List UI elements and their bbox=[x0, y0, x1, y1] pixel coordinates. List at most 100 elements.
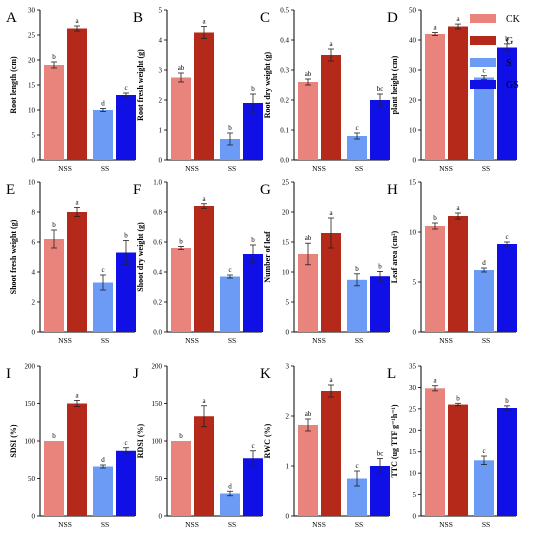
significance-letter: ab bbox=[305, 410, 312, 418]
bar-S-SS bbox=[220, 493, 240, 516]
x-category-label: SS bbox=[101, 164, 109, 173]
y-tick-label: 50 bbox=[28, 475, 36, 483]
y-tick-label: 0.0 bbox=[280, 157, 289, 165]
significance-letter: bc bbox=[377, 450, 384, 458]
panel-A: A 0 5 10 15 20 25 30 Root length (cm) NSS SS b a d c bbox=[6, 7, 136, 173]
panel-letter: A bbox=[6, 10, 17, 26]
x-category-label: NSS bbox=[58, 164, 72, 173]
significance-letter: bc bbox=[377, 85, 384, 93]
significance-letter: a bbox=[202, 195, 206, 203]
bar-GS-SS bbox=[370, 100, 390, 160]
y-tick-label: 0.5 bbox=[280, 7, 289, 15]
legend-label-CK: CK bbox=[506, 14, 521, 25]
x-category-label: NSS bbox=[312, 520, 326, 529]
y-tick-label: 5 bbox=[413, 491, 417, 499]
panel-J: J 0 50 100 150 200 RDSI (%) NSS SS b a d c bbox=[133, 363, 263, 529]
significance-letter: b bbox=[505, 35, 509, 43]
bar-G-NSS bbox=[321, 233, 341, 332]
y-tick-label: 10 bbox=[409, 229, 417, 237]
significance-letter: c bbox=[355, 124, 358, 132]
bar-CK-NSS bbox=[298, 425, 318, 516]
x-category-label: SS bbox=[355, 336, 363, 345]
significance-letter: a bbox=[329, 209, 333, 217]
bar-G-NSS bbox=[194, 416, 214, 516]
significance-letter: c bbox=[228, 266, 231, 274]
y-axis-label: Leaf area (cm²) bbox=[390, 230, 399, 283]
y-tick-label: 0 bbox=[413, 513, 417, 521]
legend-label-S: S bbox=[506, 58, 512, 69]
x-category-label: NSS bbox=[185, 164, 199, 173]
significance-letter: a bbox=[456, 15, 460, 23]
bar-S-SS bbox=[93, 466, 113, 516]
y-tick-label: 5 bbox=[32, 132, 36, 140]
significance-letter: b bbox=[378, 262, 382, 270]
significance-letter: a bbox=[202, 18, 206, 26]
significance-letter: b bbox=[124, 232, 128, 240]
bar-S-SS bbox=[347, 136, 367, 160]
panel-letter: J bbox=[133, 366, 139, 382]
significance-letter: a bbox=[202, 397, 206, 405]
y-tick-label: 4 bbox=[159, 37, 163, 45]
significance-letter: c bbox=[482, 447, 485, 455]
x-category-label: NSS bbox=[439, 520, 453, 529]
bar-GS-SS bbox=[243, 103, 263, 160]
y-tick-label: 0 bbox=[413, 329, 417, 337]
bar-G-NSS bbox=[321, 391, 341, 516]
bar-CK-NSS bbox=[298, 254, 318, 332]
panel-H: H 0 5 10 15 Leaf area (cm²) NSS SS b a d c bbox=[387, 179, 517, 345]
x-category-label: SS bbox=[228, 164, 236, 173]
y-tick-label: 50 bbox=[155, 475, 163, 483]
bar-GS-SS bbox=[370, 466, 390, 516]
y-tick-label: 0.4 bbox=[280, 37, 289, 45]
y-tick-label: 100 bbox=[152, 438, 163, 446]
y-tick-label: 8 bbox=[32, 209, 36, 217]
legend-label-GS: GS bbox=[506, 80, 519, 91]
y-tick-label: 0 bbox=[159, 513, 163, 521]
legend-swatch-CK bbox=[470, 14, 496, 23]
bar-S-SS bbox=[93, 282, 113, 332]
legend-swatch-G bbox=[470, 36, 496, 45]
y-tick-label: 3 bbox=[159, 67, 163, 75]
y-axis-label: Root dry weight (g) bbox=[263, 51, 272, 118]
bar-G-NSS bbox=[448, 26, 468, 160]
significance-letter: a bbox=[75, 199, 79, 207]
significance-letter: d bbox=[101, 456, 105, 464]
y-tick-label: 2 bbox=[159, 97, 163, 105]
y-tick-label: 1 bbox=[286, 463, 290, 471]
significance-letter: b bbox=[355, 265, 359, 273]
significance-letter: ab bbox=[305, 70, 312, 78]
panel-D: D 0 10 20 30 40 50 plant height (cm) NSS SS a a c b bbox=[387, 7, 517, 173]
significance-letter: b bbox=[179, 238, 183, 246]
significance-letter: a bbox=[329, 376, 333, 384]
significance-letter: a bbox=[329, 40, 333, 48]
significance-letter: b bbox=[433, 214, 437, 222]
significance-letter: b bbox=[456, 394, 460, 402]
y-tick-label: 25 bbox=[409, 405, 417, 413]
y-axis-label: SDSI (%) bbox=[9, 424, 18, 457]
bar-GS-SS bbox=[370, 276, 390, 332]
significance-letter: d bbox=[101, 100, 105, 108]
x-category-label: NSS bbox=[58, 520, 72, 529]
bar-GS-SS bbox=[497, 408, 517, 516]
x-category-label: SS bbox=[228, 336, 236, 345]
x-category-label: SS bbox=[101, 336, 109, 345]
significance-letter: b bbox=[505, 397, 509, 405]
x-category-label: NSS bbox=[185, 520, 199, 529]
y-tick-label: 5 bbox=[413, 279, 417, 287]
bar-S-SS bbox=[93, 110, 113, 160]
bar-CK-NSS bbox=[44, 441, 64, 516]
y-tick-label: 0 bbox=[286, 329, 290, 337]
y-tick-label: 15 bbox=[409, 179, 417, 187]
bar-G-NSS bbox=[67, 28, 87, 160]
bar-CK-NSS bbox=[425, 226, 445, 332]
bar-GS-SS bbox=[243, 254, 263, 332]
y-tick-label: 1.0 bbox=[153, 179, 162, 187]
y-tick-label: 0.3 bbox=[280, 67, 289, 75]
y-tick-label: 4 bbox=[32, 269, 36, 277]
x-category-label: SS bbox=[228, 520, 236, 529]
panel-letter: K bbox=[260, 366, 271, 382]
x-category-label: SS bbox=[482, 164, 490, 173]
bar-S-SS bbox=[347, 478, 367, 516]
panel-letter: G bbox=[260, 182, 271, 198]
